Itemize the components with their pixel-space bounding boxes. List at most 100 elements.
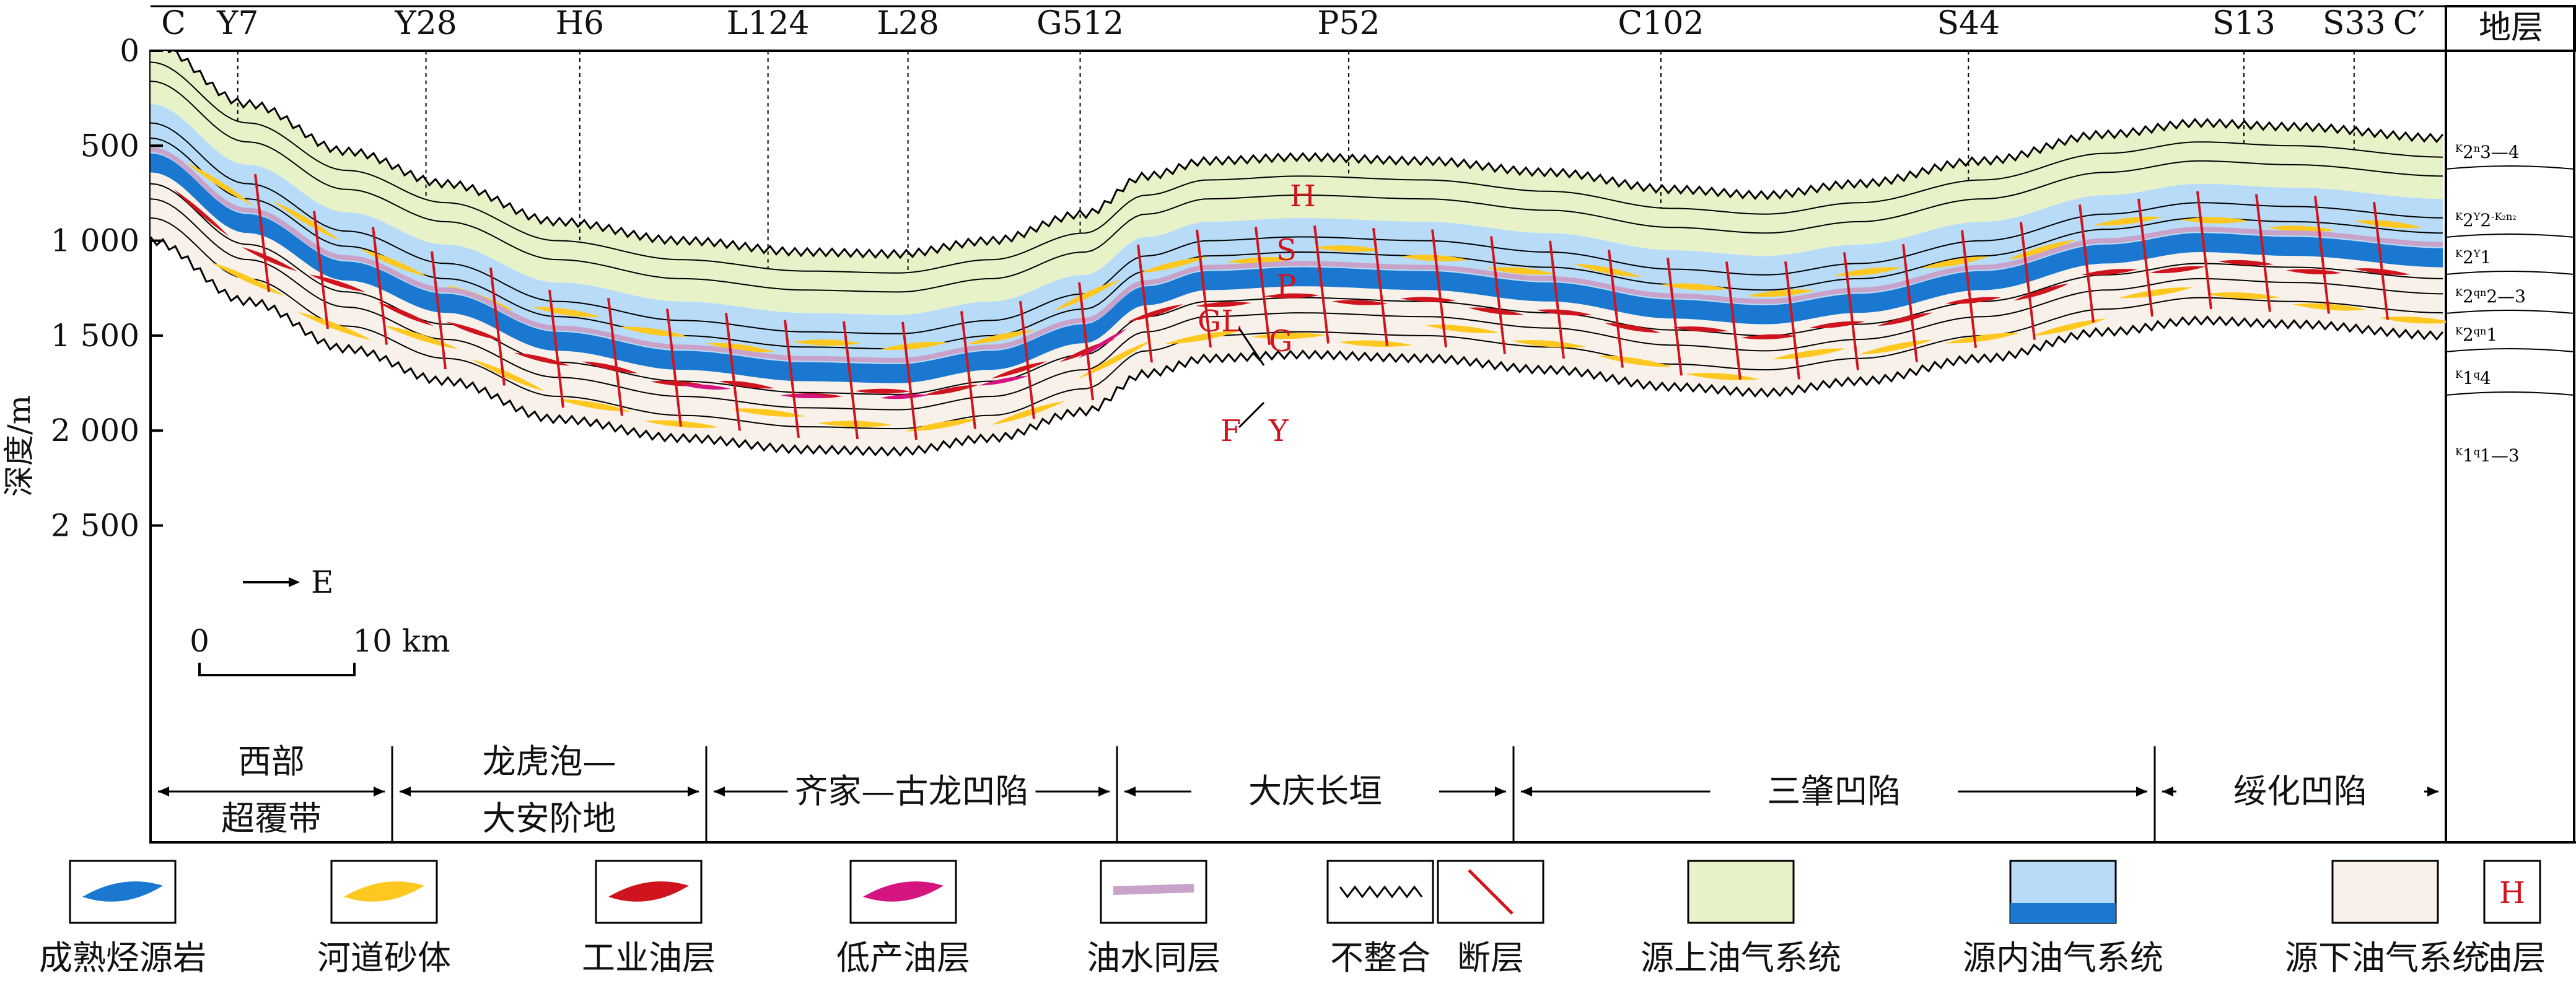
fault-line: [1078, 282, 1094, 401]
legend-oil-letter: H: [2499, 876, 2525, 910]
f-leader-line: [1238, 401, 1265, 429]
industrial-oil-lens: [1400, 297, 1456, 302]
fault-line: [1843, 252, 1859, 370]
sand-lens: [1747, 289, 1815, 297]
strata-boundary: [2445, 233, 2575, 238]
unit-label: 大庆长垣: [1248, 772, 1382, 811]
fault-line: [548, 289, 564, 408]
horizon-line: [151, 217, 2443, 430]
sand-lens: [1338, 340, 1413, 347]
industrial-oil-lens: [1332, 300, 1388, 305]
oil-layer-markers: H S P GL G F Y: [1198, 179, 1316, 448]
fault-line: [725, 313, 741, 431]
fault-line: [784, 320, 800, 438]
well-label: S33: [2323, 5, 2386, 42]
well-labels: C Y7 Y28 H6 L124 L28 G512 P52 C102 S44 S13 S33 C′: [161, 5, 2425, 273]
sand-lens: [880, 341, 948, 351]
oil-layer-h: H: [1290, 179, 1316, 214]
sand-lens: [1140, 256, 1208, 273]
unit-label-line2: 超覆带: [221, 799, 322, 838]
legend-mark: [2010, 903, 2116, 923]
sand-lens: [1834, 267, 1902, 276]
sand-lens: [1487, 267, 1555, 275]
industrial-oil-lens: [1945, 297, 2001, 304]
strata-boundary: [2445, 310, 2575, 314]
depth-tick-label: 1 500: [51, 318, 139, 354]
strata-label: K2n3—4: [2455, 142, 2520, 162]
sand-lens: [2206, 292, 2280, 299]
industrial-oil-lens: [855, 388, 911, 394]
unit-arrow-left: [2162, 787, 2173, 796]
unit-arrow-left: [714, 787, 725, 796]
industrial-oil-lens: [1877, 312, 1933, 326]
legend-label: 油水同层: [1087, 938, 1220, 977]
sand-lens: [2119, 287, 2193, 299]
legend-label: 源下油气系统: [2285, 938, 2486, 977]
strata-label: K2qn2—3: [2455, 286, 2526, 307]
fault-line: [2255, 194, 2271, 312]
legend-mark: [82, 881, 163, 902]
industrial-oil-lens: [378, 302, 434, 326]
fault-line: [1255, 227, 1271, 345]
sand-lens: [384, 325, 458, 349]
sand-lens: [966, 330, 1035, 344]
industrial-oil-lens: [2218, 260, 2274, 266]
industrial-oil-lens: [582, 361, 638, 373]
legend-label: 油层: [2479, 938, 2546, 977]
sand-lens: [1512, 339, 1586, 348]
fault-line: [2373, 201, 2389, 320]
fault-line: [843, 321, 859, 440]
industrial-oil-lens: [719, 380, 774, 389]
scale-zero: 0: [190, 623, 209, 659]
legend-swatch: [2331, 860, 2439, 924]
fault-line: [2020, 222, 2036, 340]
fault-line: [1667, 257, 1683, 376]
sand-lens: [273, 201, 341, 242]
sand-lens: [1053, 279, 1121, 311]
fault-line: [2196, 191, 2212, 310]
fault-line: [1137, 244, 1153, 363]
strata-label: K2Y2-K₂n₂: [2455, 210, 2517, 230]
unit-label: 三肇凹陷: [1768, 772, 1901, 811]
industrial-oil-lens: [242, 246, 297, 272]
industrial-oil-lens: [2286, 269, 2342, 274]
legend-label: 成熟烃源岩: [39, 938, 206, 977]
sand-lens: [1078, 339, 1152, 379]
horizon-line: [151, 61, 2443, 274]
low-oil-lens: [681, 384, 731, 390]
legend-label: 工业油层: [582, 938, 716, 977]
sand-lens: [186, 162, 254, 206]
basement-unconformity: [151, 236, 2444, 457]
industrial-oil-lens: [923, 385, 979, 396]
oil-layer-y: Y: [1268, 414, 1289, 448]
fault-line: [1313, 225, 1330, 344]
strata-label: K2qn1: [2455, 325, 2497, 345]
well-label: Y28: [394, 5, 457, 42]
industrial-oil-lens: [1809, 321, 1865, 328]
fault-line: [1431, 229, 1447, 347]
sand-lens: [533, 307, 601, 317]
sand-lens: [2354, 220, 2422, 229]
oil-layer-s: S: [1276, 233, 1297, 268]
horizon-line: [151, 198, 2443, 411]
legend-label: 源上油气系统: [1641, 938, 1841, 977]
sand-lens: [1313, 245, 1382, 252]
well-label: L28: [877, 5, 939, 42]
oil-layer-f: F: [1220, 414, 1241, 448]
above-source-system-area: [151, 51, 2443, 315]
horizon-line: [151, 81, 2443, 293]
fault-line: [431, 251, 447, 370]
sand-lens: [1165, 331, 1239, 344]
well-label: Y7: [216, 5, 258, 42]
legend-swatch: [2483, 860, 2541, 924]
strata-boundary: [2445, 271, 2575, 275]
sand-lens: [211, 262, 285, 297]
faults: [254, 173, 2389, 440]
legend-label: 低产油层: [836, 938, 970, 977]
legend-mark: [863, 881, 944, 902]
sand-lens: [2032, 318, 2106, 336]
legend-label: 不整合: [1330, 938, 1430, 977]
unit-arrow-right: [1495, 787, 1506, 796]
unit-arrow-right: [1098, 787, 1110, 796]
